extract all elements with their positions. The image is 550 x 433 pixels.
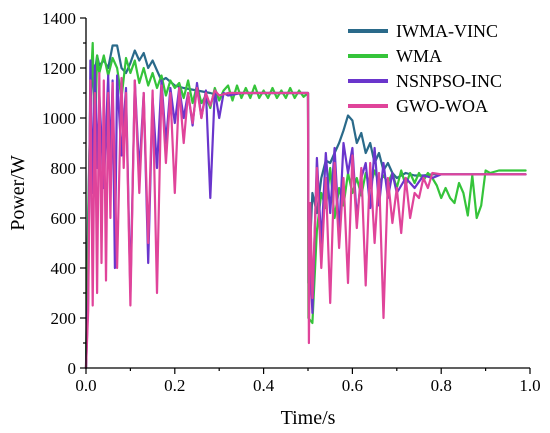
y-tick-label: 800 bbox=[51, 159, 77, 178]
series-line-nsnpso-inc bbox=[84, 59, 527, 370]
x-tick-label: 0.6 bbox=[342, 376, 363, 395]
x-tick-label: 0.2 bbox=[164, 376, 185, 395]
y-tick-label: 1000 bbox=[42, 109, 76, 128]
y-tick-label: 0 bbox=[68, 359, 77, 378]
y-axis-title: Power/W bbox=[7, 155, 29, 231]
x-tick-label: 0.8 bbox=[431, 376, 452, 395]
legend-label: NSNPSO-INC bbox=[396, 71, 502, 91]
y-tick-label: 1200 bbox=[42, 59, 76, 78]
ticks: 0.0 0.2 0.4 0.6 0.8 1.0 0 200 400 600 800 1000 1200 1… bbox=[42, 9, 541, 395]
y-tick-label: 200 bbox=[51, 309, 77, 328]
y-tick-label: 1400 bbox=[42, 9, 76, 28]
legend-label: IWMA-VINC bbox=[396, 21, 498, 41]
y-tick-label: 600 bbox=[51, 209, 77, 228]
series-line-gwo-woa bbox=[84, 71, 527, 370]
x-tick-label: 1.0 bbox=[519, 376, 540, 395]
x-tick-label: 0.0 bbox=[75, 376, 96, 395]
legend-label: GWO-WOA bbox=[396, 96, 488, 116]
x-tick-label: 0.4 bbox=[253, 376, 275, 395]
legend: IWMA-VINC WMA NSNPSO-INC GWO-WOA bbox=[348, 21, 502, 116]
legend-label: WMA bbox=[396, 46, 442, 66]
series-lines bbox=[84, 41, 527, 370]
x-axis-title: Time/s bbox=[281, 407, 336, 429]
y-tick-label: 400 bbox=[51, 259, 77, 278]
